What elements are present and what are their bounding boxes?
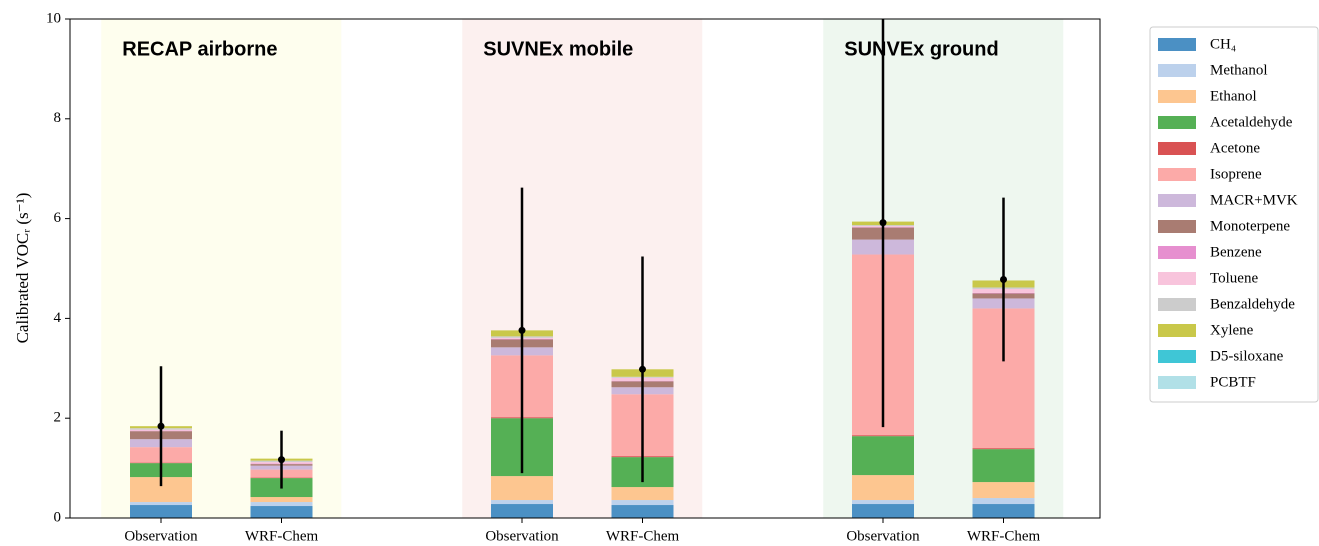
- legend-swatch: [1158, 272, 1196, 285]
- legend-swatch: [1158, 376, 1196, 389]
- bar-segment: [491, 476, 553, 501]
- legend-label: Acetone: [1210, 140, 1260, 156]
- x-tick-label: WRF-Chem: [606, 528, 680, 544]
- bar-segment: [972, 498, 1035, 505]
- legend-swatch: [1158, 116, 1196, 129]
- y-tick-label: 4: [54, 310, 62, 326]
- bar-segment: [852, 435, 914, 437]
- bar-segment: [852, 504, 914, 518]
- legend-swatch: [1158, 168, 1196, 181]
- bar-segment: [250, 506, 313, 518]
- legend-swatch: [1158, 194, 1196, 207]
- legend-swatch: [1158, 142, 1196, 155]
- bar-segment: [852, 500, 914, 505]
- x-tick-label: Observation: [485, 528, 559, 544]
- bar-segment: [972, 449, 1035, 483]
- mean-marker: [278, 456, 285, 464]
- bar-segment: [611, 500, 674, 506]
- legend-swatch: [1158, 298, 1196, 311]
- bar-segment: [130, 502, 192, 506]
- mean-marker: [518, 326, 526, 334]
- legend-label: Acetaldehyde: [1210, 114, 1293, 130]
- bar-segment: [491, 504, 553, 518]
- legend-label: Toluene: [1210, 270, 1258, 286]
- bar-segment: [852, 436, 914, 476]
- legend-label: Monoterpene: [1210, 218, 1290, 234]
- legend-label: Isoprene: [1210, 166, 1262, 182]
- bar-segment: [611, 505, 674, 518]
- bar-segment: [972, 448, 1035, 450]
- group-annotation: SUVNEx mobile: [483, 38, 633, 60]
- bar-segment: [972, 482, 1035, 499]
- mean-marker: [157, 422, 165, 430]
- legend-label: Benzaldehyde: [1210, 296, 1295, 312]
- mean-marker: [1000, 275, 1007, 283]
- mean-marker: [879, 219, 887, 227]
- legend-swatch: [1158, 220, 1196, 233]
- bar-segment: [130, 505, 192, 518]
- legend-box: [1149, 26, 1319, 403]
- legend-swatch: [1158, 246, 1196, 259]
- group-annotation: RECAP airborne: [122, 38, 277, 60]
- bar-segment: [491, 500, 553, 505]
- legend-swatch: [1158, 324, 1196, 337]
- group-annotation: SUNVEx ground: [844, 38, 998, 60]
- y-tick-label: 0: [54, 509, 62, 525]
- mean-marker: [639, 365, 646, 373]
- bar-segment: [250, 502, 313, 507]
- legend-label: PCBTF: [1210, 374, 1256, 390]
- legend-label: Ethanol: [1210, 88, 1257, 104]
- legend-label: Benzene: [1210, 244, 1262, 260]
- bar-segment: [852, 475, 914, 501]
- x-tick-label: WRF-Chem: [245, 528, 319, 544]
- legend-swatch: [1158, 90, 1196, 103]
- y-tick-label: 10: [46, 10, 61, 26]
- y-axis-label: Calibrated VOCᵣ (s⁻¹): [13, 193, 32, 344]
- y-tick-label: 8: [54, 110, 62, 126]
- legend-label: D5-siloxane: [1210, 348, 1284, 364]
- x-tick-label: Observation: [124, 528, 198, 544]
- legend-swatch: [1158, 350, 1196, 363]
- plot-frame: [69, 18, 1101, 519]
- legend-label: Xylene: [1210, 322, 1254, 338]
- x-tick-label: WRF-Chem: [967, 528, 1041, 544]
- y-tick-label: 6: [54, 210, 62, 226]
- legend-swatch: [1158, 64, 1196, 77]
- x-tick-label: Observation: [846, 528, 920, 544]
- legend-label: Methanol: [1210, 62, 1268, 78]
- bar-segment: [250, 497, 313, 503]
- legend-label: MACR+MVK: [1210, 192, 1298, 208]
- legend-swatch: [1158, 38, 1196, 51]
- bar-segment: [611, 487, 674, 501]
- y-tick-label: 2: [54, 410, 62, 426]
- bar-segment: [972, 504, 1035, 518]
- legend-label: CH₄: [1210, 36, 1236, 52]
